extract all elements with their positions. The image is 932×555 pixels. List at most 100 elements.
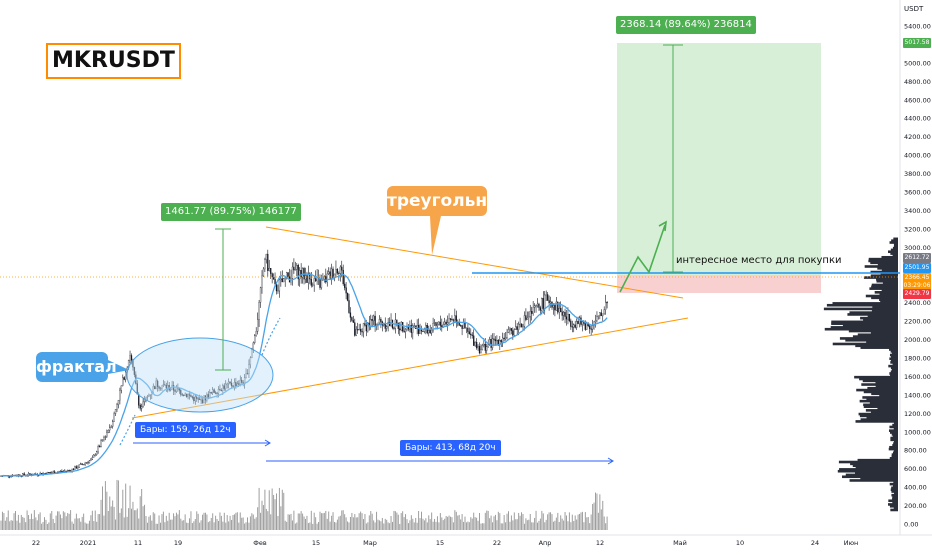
profile-bar — [890, 248, 898, 252]
volume-bars — [0, 479, 608, 530]
y-tick-label: 2200.00 — [904, 318, 931, 326]
profile-bar — [860, 316, 898, 320]
profile-bar — [891, 351, 898, 355]
y-tick-label: 1600.00 — [904, 373, 931, 381]
volume-bar — [199, 522, 201, 530]
candle-body — [196, 396, 198, 399]
buy-note[interactable]: интересное место для покупки — [676, 255, 842, 266]
profile-bar — [893, 237, 898, 241]
candle-body — [412, 325, 414, 333]
candle-body — [487, 344, 489, 347]
candle-body — [214, 392, 217, 394]
measure-right-label[interactable]: 2368.14 (89.64%) 236814 — [616, 16, 756, 34]
volume-bar — [338, 516, 340, 530]
profile-bar — [859, 399, 898, 403]
profile-bar — [868, 257, 898, 261]
triangle-upper-line[interactable] — [265, 226, 684, 299]
profile-bar — [891, 455, 898, 458]
profile-bar — [875, 385, 898, 388]
volume-bar — [51, 510, 53, 530]
volume-bar — [245, 522, 247, 530]
candle-body — [483, 343, 485, 346]
moving-average-line — [1, 273, 608, 477]
volume-bar — [247, 517, 248, 530]
volume-bar — [148, 516, 150, 530]
volume-bar — [209, 521, 211, 530]
volume-bar — [249, 516, 251, 530]
volume-bar — [361, 513, 363, 530]
candle-body — [570, 320, 572, 327]
volume-bar — [39, 512, 41, 530]
x-tick-label: 2021 — [80, 539, 97, 547]
volume-bar — [315, 517, 317, 530]
profile-bar — [881, 268, 898, 272]
profile-bar — [854, 471, 898, 475]
candle-body — [518, 323, 520, 330]
volume-bar — [281, 489, 283, 530]
triangle-callout[interactable]: треугольник — [387, 186, 511, 216]
volume-bar — [200, 520, 202, 530]
candle-body — [190, 395, 192, 397]
profile-bar — [865, 294, 898, 298]
measure-left[interactable] — [215, 228, 231, 371]
triangle-lower-line[interactable] — [131, 317, 689, 419]
candle-body — [91, 457, 93, 460]
volume-bar — [151, 520, 153, 530]
bars-arrow-right[interactable] — [266, 457, 614, 465]
fractal-callout[interactable]: фрактал — [36, 352, 117, 382]
candle-body — [475, 342, 478, 349]
bars-arrow-left[interactable] — [133, 439, 271, 447]
volume-bar — [204, 512, 206, 530]
projection-path[interactable] — [619, 224, 666, 293]
ma-projection-mid — [261, 317, 281, 356]
stop-zone — [617, 275, 821, 293]
candle-body — [249, 357, 252, 365]
y-tick-label: 4000.00 — [904, 152, 931, 160]
candle-body — [183, 394, 185, 396]
bars-right-label[interactable]: Бары: 413, 68д 20ч — [400, 440, 501, 456]
measure-right[interactable] — [663, 44, 683, 273]
profile-bar — [855, 466, 898, 469]
volume-bar — [587, 517, 589, 530]
volume-bar — [476, 517, 478, 530]
candle-body — [152, 386, 154, 393]
profile-bar — [891, 486, 898, 490]
volume-bar — [309, 522, 311, 530]
profile-bar — [891, 453, 898, 456]
candle-body — [606, 302, 608, 304]
time-axis[interactable]: 22 2021 11 19 Фев 15 Мар 15 22 Апр 12 Май 10 24 Июн — [32, 539, 858, 547]
volume-bar — [571, 514, 573, 530]
measure-left-label[interactable]: 1461.77 (89.75%) 146177 — [161, 203, 301, 221]
volume-bar — [186, 522, 188, 530]
volume-bar — [518, 512, 520, 530]
volume-bar — [13, 513, 15, 530]
volume-bar — [590, 514, 592, 530]
bars-left-label[interactable]: Бары: 159, 26д 12ч — [135, 422, 236, 438]
volume-bar — [561, 518, 563, 530]
candle-body — [407, 327, 410, 330]
candle-body — [158, 386, 160, 389]
profile-bar — [837, 469, 898, 473]
profile-bar — [881, 289, 898, 292]
candle-body — [547, 294, 549, 301]
candle-body — [371, 319, 373, 321]
volume-bar — [538, 520, 540, 530]
candle-body — [328, 271, 330, 275]
volume-bar — [218, 520, 219, 530]
candle-body — [90, 459, 92, 461]
volume-bar — [131, 508, 132, 530]
candle-body — [220, 390, 223, 392]
profile-bar — [876, 278, 898, 281]
volume-bar — [96, 521, 98, 530]
candle-body — [259, 287, 262, 303]
candle-body — [185, 393, 188, 398]
candle-body — [272, 276, 275, 280]
candle-body — [174, 390, 176, 392]
candle-body — [113, 413, 115, 422]
volume-bar — [173, 513, 175, 530]
fractal-ellipse[interactable] — [126, 337, 274, 413]
volume-bar — [162, 511, 164, 530]
volume-bar — [7, 510, 9, 530]
profile-bar — [850, 462, 898, 466]
